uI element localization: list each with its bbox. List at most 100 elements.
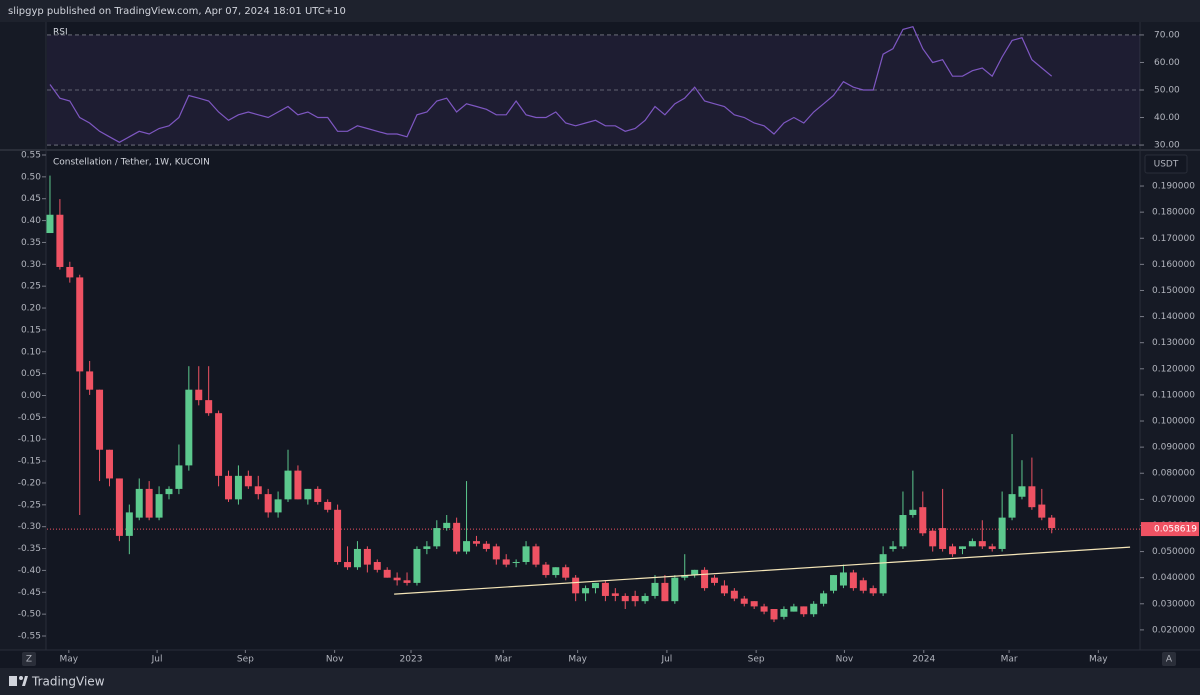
- x-tick-label: Sep: [748, 655, 765, 665]
- candle-body: [373, 562, 381, 570]
- y-tick-label: 0.190000: [1152, 182, 1195, 192]
- candle-body: [730, 590, 738, 599]
- candle-body: [502, 559, 510, 565]
- left-axis-panel: [0, 22, 46, 650]
- candle-body: [1028, 486, 1036, 508]
- candle-body: [165, 488, 173, 495]
- y2-tick-label: 0.00: [21, 391, 41, 401]
- y2-tick-label: -0.20: [18, 478, 42, 488]
- candle-body: [413, 548, 421, 583]
- candle-body: [334, 509, 342, 563]
- candle-body: [651, 582, 659, 596]
- y-tick-label: 0.170000: [1152, 234, 1195, 244]
- candle-body: [958, 546, 966, 549]
- candle-body: [542, 564, 550, 576]
- candle-body: [830, 575, 838, 591]
- y-tick-label: 50.00: [1154, 85, 1180, 95]
- last-price-tag: [1141, 522, 1199, 537]
- y2-tick-label: -0.15: [18, 457, 41, 467]
- candle-body: [363, 548, 371, 565]
- pane-title: Constellation / Tether, 1W, KUCOIN: [53, 158, 210, 168]
- x-tick-label: Nov: [836, 655, 854, 665]
- candle-body: [125, 512, 133, 536]
- candle-body: [859, 580, 867, 591]
- y2-tick-label: 0.25: [21, 282, 41, 292]
- candle-body: [86, 371, 94, 390]
- candle-body: [740, 598, 748, 604]
- candle-body: [344, 562, 352, 568]
- candle-body: [393, 577, 401, 581]
- header-bar: [0, 0, 1200, 22]
- candle-body: [780, 609, 788, 617]
- y2-tick-label: -0.45: [18, 588, 41, 598]
- candle-body: [264, 494, 272, 513]
- candle-body: [1018, 486, 1026, 497]
- currency-box: [1144, 154, 1188, 174]
- y-tick-label: 0.090000: [1152, 443, 1195, 453]
- scale-button-label[interactable]: Z: [26, 655, 32, 665]
- candle-body: [671, 577, 679, 602]
- y2-tick-label: 0.45: [21, 194, 41, 204]
- candle-body: [522, 546, 530, 563]
- candle-body: [105, 449, 113, 479]
- y-tick-label: 0.050000: [1152, 547, 1195, 557]
- pane-title: RSI: [53, 28, 68, 38]
- currency-label: USDT: [1154, 160, 1179, 170]
- candle-body: [909, 509, 917, 516]
- candle-body: [939, 528, 947, 549]
- candle-body: [691, 569, 699, 576]
- candle-body: [621, 595, 629, 602]
- x-tick-label: 2024: [912, 655, 935, 665]
- x-tick-label: Mar: [495, 655, 512, 665]
- candle-body: [631, 595, 639, 602]
- right-axis-panel: [1140, 22, 1200, 650]
- candle-body: [929, 530, 937, 547]
- y2-tick-label: -0.35: [18, 544, 41, 554]
- logo-part: [22, 676, 28, 686]
- candle-body: [869, 588, 877, 594]
- y-tick-label: 40.00: [1154, 113, 1180, 123]
- x-tick-label: Jul: [151, 655, 163, 665]
- x-tick-label: Sep: [237, 655, 254, 665]
- candle-body: [145, 488, 153, 518]
- auto-button-label[interactable]: A: [1166, 655, 1173, 665]
- candle-body: [711, 577, 719, 583]
- rsi-line: [49, 25, 1053, 143]
- y-tick-label: 0.080000: [1152, 469, 1195, 479]
- candle-body: [304, 488, 312, 500]
- footer-brand[interactable]: TradingView: [31, 675, 105, 689]
- candle-body: [720, 585, 728, 594]
- candle-body: [472, 541, 480, 544]
- y-tick-label: 0.070000: [1152, 495, 1195, 505]
- candle-body: [155, 494, 163, 518]
- y-tick-label: 0.030000: [1152, 599, 1195, 609]
- auto-button[interactable]: [1162, 652, 1176, 666]
- candle-body: [195, 389, 203, 401]
- candle-body: [453, 522, 461, 552]
- candle-body: [205, 400, 213, 414]
- candle-body: [681, 575, 689, 578]
- candle-body: [215, 413, 223, 476]
- candle-body: [66, 266, 74, 278]
- candle-body: [254, 486, 262, 495]
- candle-body: [1008, 494, 1016, 518]
- candle-body: [353, 548, 361, 568]
- y-tick-label: 0.140000: [1152, 312, 1195, 322]
- y2-tick-label: 0.10: [21, 347, 41, 357]
- candle-body: [591, 582, 599, 589]
- y-tick-label: 30.00: [1154, 141, 1180, 151]
- candle-body: [820, 593, 828, 604]
- y-tick-label: 0.120000: [1152, 364, 1195, 374]
- candle-body: [701, 569, 709, 589]
- scale-button[interactable]: [22, 652, 36, 666]
- candle-body: [433, 528, 441, 547]
- candle-body: [225, 475, 233, 500]
- candle-body: [601, 582, 609, 596]
- candle-body: [641, 595, 649, 602]
- candle-body: [750, 601, 758, 607]
- candle-body: [532, 546, 540, 565]
- x-tick-label: May: [568, 655, 587, 665]
- candle-body: [56, 214, 64, 267]
- y-tick-label: 0.100000: [1152, 417, 1195, 427]
